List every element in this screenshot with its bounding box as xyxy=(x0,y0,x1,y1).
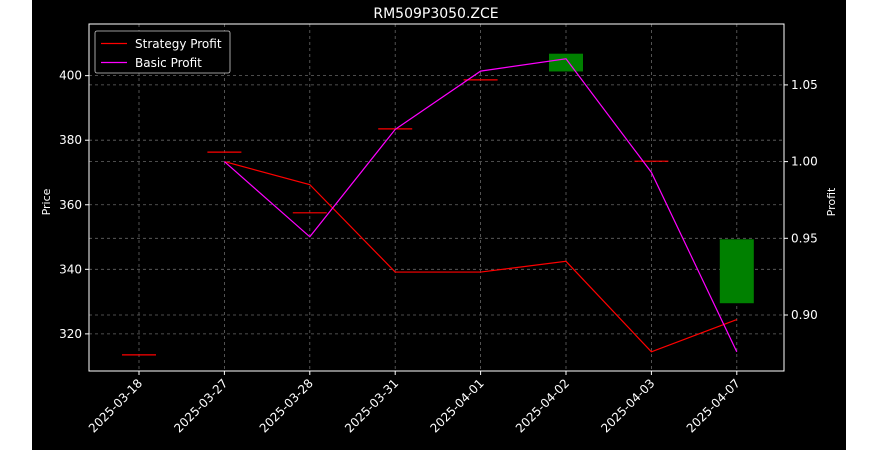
series-layer xyxy=(224,58,738,353)
left-tick-label: 340 xyxy=(59,262,82,276)
basic-profit-line xyxy=(224,58,738,353)
candle-body xyxy=(549,53,583,72)
x-tick-label: 2025-03-27 xyxy=(171,376,230,435)
right-tick-label: 0.90 xyxy=(791,308,818,322)
legend-label-strategy: Strategy Profit xyxy=(135,37,222,51)
chart-title: RM509P3050.ZCE xyxy=(373,6,498,22)
candle-body xyxy=(719,239,754,304)
right-tick-label: 1.05 xyxy=(791,78,818,92)
candle-layer xyxy=(549,53,754,304)
right-axis-label: Profit xyxy=(825,187,838,216)
right-tick-label: 1.00 xyxy=(791,155,818,169)
axis-layer: 2025-03-18 2025-03-27 2025-03-28 2025-03-31… xyxy=(59,69,818,436)
left-axis-label: Price xyxy=(40,188,53,215)
left-tick-label: 380 xyxy=(59,133,82,147)
x-tick-label: 2025-04-02 xyxy=(513,376,572,435)
chart-figure: 2025-03-18 2025-03-27 2025-03-28 2025-03-31… xyxy=(32,0,846,450)
x-tick-label: 2025-03-31 xyxy=(342,376,401,435)
left-tick-label: 400 xyxy=(59,69,82,83)
right-tick-label: 0.95 xyxy=(791,231,818,245)
legend: Strategy Profit Basic Profit xyxy=(94,30,231,74)
legend-box xyxy=(94,30,231,74)
plot-frame xyxy=(88,23,785,372)
chart-svg: 2025-03-18 2025-03-27 2025-03-28 2025-03-31… xyxy=(40,6,838,436)
x-tick-label: 2025-04-01 xyxy=(428,376,487,435)
x-tick-label: 2025-03-18 xyxy=(86,376,145,435)
x-tick-label: 2025-03-28 xyxy=(257,376,316,435)
strategy-profit-line xyxy=(224,161,738,353)
legend-label-basic: Basic Profit xyxy=(135,56,202,70)
x-tick-label: 2025-04-07 xyxy=(684,376,743,435)
x-tick-label: 2025-04-03 xyxy=(598,376,657,435)
grid-layer xyxy=(89,24,784,371)
left-tick-label: 360 xyxy=(59,198,82,212)
left-tick-label: 320 xyxy=(59,327,82,341)
